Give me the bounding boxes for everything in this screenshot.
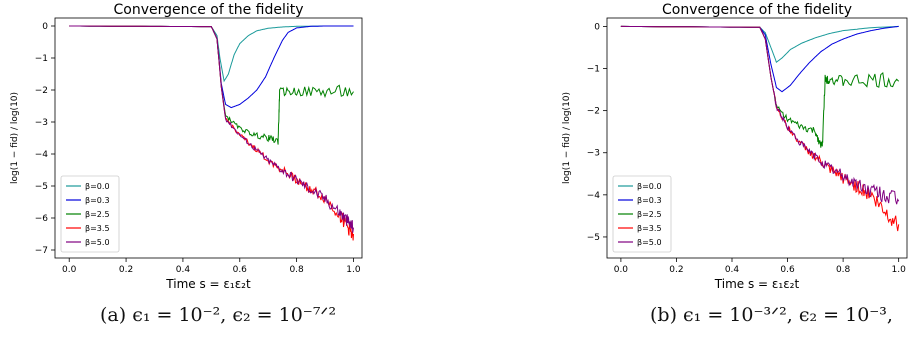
figure: Convergence of the fidelity 0.0 0.2 0.4 0.6 0… [10,2,908,291]
x-tick-label: 0.4 [725,265,740,275]
y-tick-label: −5 [587,233,600,243]
y-tick-label: 0 [594,22,600,32]
x-tick-label: 1.0 [346,265,361,275]
y-tick-label: −1 [35,54,48,64]
y-tick-label: −4 [35,150,49,160]
legend-label: β=3.5 [85,224,110,233]
y-tick-label: −2 [35,86,48,96]
series-line-β=0.3 [620,25,899,93]
series-line-β=0.0 [620,25,899,63]
caption-b: (b) ϵ₁ = 10⁻³ᐟ², ϵ₂ = 10⁻³, [650,304,893,326]
x-tick-label: 0.2 [669,265,683,275]
caption-a: (a) ϵ₁ = 10⁻², ϵ₂ = 10⁻⁷ᐟ² [100,304,337,326]
x-axis-label: Time s = ε₁ε₂t [714,277,800,291]
legend-label: β=2.5 [637,210,662,219]
x-tick-label: 0.8 [836,265,851,275]
y-tick-label: −4 [587,191,601,201]
x-tick-label: 0.2 [119,265,133,275]
legend-label: β=2.5 [85,210,110,219]
y-tick-label: −7 [35,246,48,256]
legend-label: β=3.5 [637,224,662,233]
y-tick-label: −3 [587,149,600,159]
legend-label: β=5.0 [637,238,662,247]
x-tick-label: 0.0 [614,265,629,275]
y-axis-label: log(1 − fid) / log(10) [10,92,20,184]
series-line-β=2.5 [69,25,354,145]
y-tick-label: −5 [35,182,48,192]
legend-label: β=0.3 [637,196,662,205]
chart-title: Convergence of the fidelity [662,2,852,18]
x-axis-label: Time s = ε₁ε₂t [165,277,251,291]
legend-box [612,175,672,253]
x-tick-label: 0.6 [780,265,795,275]
axes-frame [54,17,363,259]
y-axis-label: log(1 − fid) / log(10) [562,92,572,184]
x-tick-label: 0.0 [62,265,77,275]
chart-b: Convergence of the fidelity 0.0 0.2 0.4 0.6 0… [562,2,908,291]
series-line-β=0.0 [69,25,354,83]
legend-label: β=0.0 [85,182,110,191]
y-tick-label: −6 [35,214,49,224]
chart-title: Convergence of the fidelity [114,2,304,18]
chart-a: Convergence of the fidelity 0.0 0.2 0.4 0.6 0… [10,2,363,291]
legend-label: β=5.0 [85,238,110,247]
legend-box [60,175,120,253]
x-tick-label: 0.8 [289,265,304,275]
x-tick-label: 1.0 [892,265,907,275]
y-tick-label: −2 [587,107,600,117]
y-tick-label: −3 [35,118,48,128]
legend-label: β=0.0 [637,182,662,191]
axes-frame [606,17,908,259]
x-tick-label: 0.6 [233,265,248,275]
y-tick-label: 0 [42,22,48,32]
series-line-β=5.0 [620,25,900,205]
series-line-β=5.0 [69,25,354,233]
series-line-β=2.5 [620,25,900,148]
x-tick-label: 0.4 [176,265,191,275]
y-tick-label: −1 [587,65,600,75]
legend-label: β=0.3 [85,196,110,205]
